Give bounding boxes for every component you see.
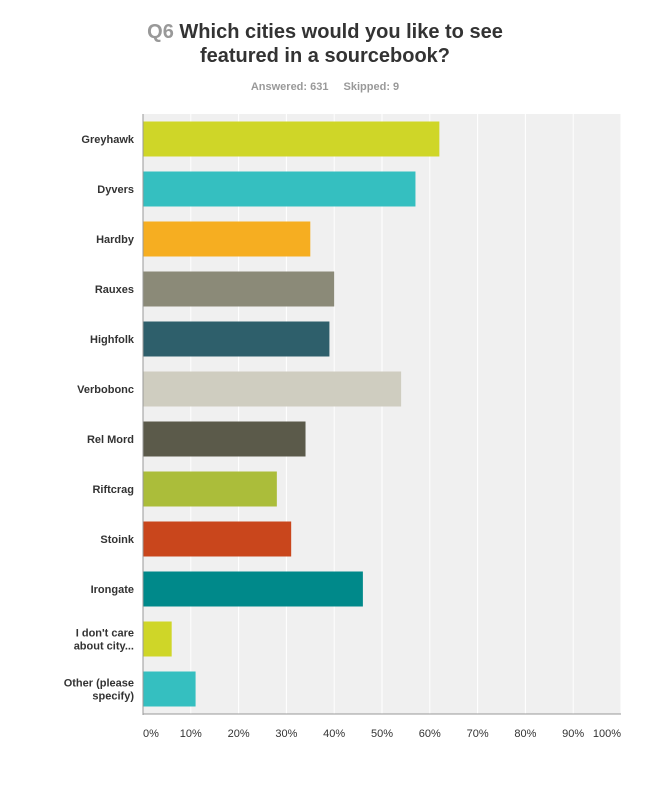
- bar-highfolk: [143, 321, 330, 357]
- x-tick-label: 70%: [467, 728, 489, 740]
- x-tick-label: 20%: [228, 728, 250, 740]
- bar-i-don-t-care-about-city: [143, 621, 172, 657]
- bar-verbobonc: [143, 371, 402, 407]
- response-stats: Answered: 631 Skipped: 9: [0, 81, 650, 93]
- category-label: Dyvers: [97, 184, 134, 196]
- bar-greyhawk: [143, 121, 440, 157]
- bar-other-please-specify: [143, 671, 196, 707]
- x-tick-label: 50%: [371, 728, 393, 740]
- category-label: Highfolk: [90, 334, 135, 346]
- category-label: Verbobonc: [77, 384, 134, 396]
- category-label: Rauxes: [95, 284, 134, 296]
- x-tick-label: 10%: [180, 728, 202, 740]
- chart-title: Q6 Which cities would you like to see fe…: [0, 20, 650, 68]
- x-tick-label: 60%: [419, 728, 441, 740]
- bar-rel-mord: [143, 421, 306, 457]
- title-line-1: Q6 Which cities would you like to see: [0, 20, 650, 44]
- category-label: Riftcrag: [92, 484, 134, 496]
- title-line-2: featured in a sourcebook?: [199, 45, 451, 67]
- category-label: Hardby: [96, 234, 135, 246]
- bar-irongate: [143, 571, 363, 607]
- category-label: Greyhawk: [81, 134, 134, 146]
- x-tick-label: 30%: [275, 728, 297, 740]
- category-label: Stoink: [100, 534, 134, 546]
- category-label: specify): [92, 691, 134, 703]
- bar-riftcrag: [143, 471, 277, 507]
- answered-count: Answered: 631: [250, 81, 329, 93]
- x-tick-label: 80%: [514, 728, 536, 740]
- bar-rauxes: [143, 271, 335, 307]
- bar-hardby: [143, 221, 311, 257]
- category-label: Irongate: [91, 584, 134, 596]
- x-tick-label: 40%: [323, 728, 345, 740]
- x-tick-label: 0%: [143, 728, 159, 740]
- question-number: Q6: [147, 21, 174, 43]
- bar-stoink: [143, 521, 292, 557]
- bar-dyvers: [143, 171, 416, 207]
- skipped-count: Skipped: 9: [343, 81, 400, 93]
- category-label: Rel Mord: [87, 434, 134, 446]
- title-text-1: Which cities would you like to see: [179, 21, 503, 43]
- category-label: Other (please: [64, 678, 134, 690]
- x-tick-label: 90%: [562, 728, 584, 740]
- x-tick-label: 100%: [593, 728, 621, 740]
- category-label: about city...: [74, 641, 134, 653]
- category-label: I don't care: [76, 628, 134, 640]
